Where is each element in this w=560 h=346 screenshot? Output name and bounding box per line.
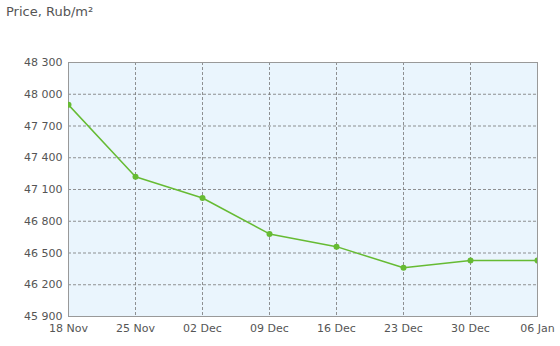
svg-text:47 100: 47 100 bbox=[24, 183, 63, 196]
svg-text:30 Dec: 30 Dec bbox=[451, 322, 490, 335]
svg-text:46 200: 46 200 bbox=[24, 278, 63, 291]
svg-text:47 400: 47 400 bbox=[24, 151, 63, 164]
svg-text:25 Nov: 25 Nov bbox=[116, 322, 155, 335]
svg-text:23 Dec: 23 Dec bbox=[384, 322, 423, 335]
svg-text:48 300: 48 300 bbox=[24, 56, 63, 69]
svg-text:02 Dec: 02 Dec bbox=[183, 322, 222, 335]
svg-text:18 Nov: 18 Nov bbox=[49, 322, 88, 335]
svg-text:48 000: 48 000 bbox=[24, 88, 63, 101]
html-text:Price, Rub/m²: Price, Rub/m² bbox=[6, 4, 94, 19]
svg-text:46 500: 46 500 bbox=[24, 247, 63, 260]
svg-text:06 Jan: 06 Jan bbox=[520, 322, 554, 335]
svg-text:09 Dec: 09 Dec bbox=[250, 322, 289, 335]
svg-text:16 Dec: 16 Dec bbox=[317, 322, 356, 335]
svg-text:45 900: 45 900 bbox=[24, 310, 63, 323]
svg-text:47 700: 47 700 bbox=[24, 120, 63, 133]
svg-text:46 800: 46 800 bbox=[24, 215, 63, 228]
